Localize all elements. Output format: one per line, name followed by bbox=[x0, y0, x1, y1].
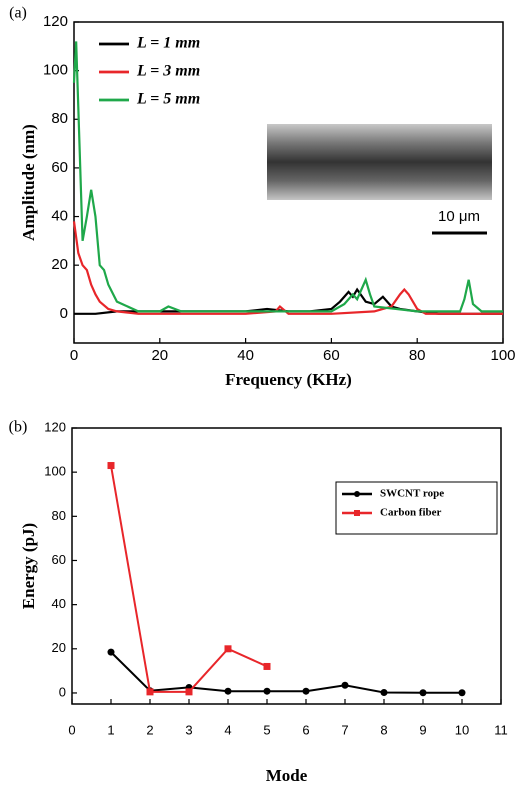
legend-label: L = 1 mm bbox=[136, 35, 200, 52]
x-tick-label: 3 bbox=[185, 722, 192, 737]
y-tick-label: 60 bbox=[52, 552, 66, 567]
data-point bbox=[224, 687, 232, 695]
legend-marker bbox=[354, 491, 360, 497]
legend-label: L = 5 mm bbox=[136, 91, 200, 108]
y-tick-label: 20 bbox=[52, 640, 66, 655]
x-tick-label: 1 bbox=[107, 722, 114, 737]
legend-marker bbox=[354, 510, 360, 516]
x-tick-label: 11 bbox=[494, 722, 508, 737]
x-tick-label: 9 bbox=[419, 722, 426, 737]
y-tick-label: 20 bbox=[51, 256, 68, 273]
x-tick-label: 5 bbox=[263, 722, 270, 737]
x-tick-label: 7 bbox=[341, 722, 348, 737]
data-point bbox=[107, 648, 115, 656]
x-tick-label: 80 bbox=[409, 347, 426, 364]
x-axis-label: Frequency (KHz) bbox=[225, 370, 352, 389]
data-point bbox=[263, 662, 271, 670]
plot-frame bbox=[73, 21, 504, 344]
y-tick-label: 100 bbox=[44, 464, 66, 479]
y-tick-label: 120 bbox=[43, 13, 68, 30]
x-tick-label: 6 bbox=[302, 722, 309, 737]
x-tick-label: 0 bbox=[68, 722, 75, 737]
data-point bbox=[458, 689, 466, 697]
data-point bbox=[263, 687, 271, 695]
inset-image bbox=[267, 124, 492, 200]
plot-frame bbox=[71, 427, 502, 705]
x-tick-label: 100 bbox=[490, 347, 515, 364]
x-tick-label: 20 bbox=[151, 347, 168, 364]
data-point bbox=[185, 688, 193, 696]
data-point bbox=[224, 645, 232, 653]
x-tick-label: 0 bbox=[70, 347, 78, 364]
data-point bbox=[302, 687, 310, 695]
data-point bbox=[146, 688, 154, 696]
series-line bbox=[110, 651, 462, 694]
y-tick-label: 80 bbox=[51, 110, 68, 127]
y-tick-label: 120 bbox=[44, 419, 66, 434]
legend-label: SWCNT rope bbox=[380, 488, 444, 500]
x-tick-label: 2 bbox=[146, 722, 153, 737]
series-line bbox=[72, 41, 503, 313]
x-tick-label: 4 bbox=[224, 722, 231, 737]
data-point bbox=[419, 689, 427, 697]
legend-label: L = 3 mm bbox=[136, 63, 200, 80]
series-line bbox=[110, 465, 268, 693]
series-line bbox=[74, 287, 503, 315]
legend-label: Carbon fiber bbox=[380, 507, 442, 519]
series-line bbox=[72, 221, 503, 315]
y-tick-label: 40 bbox=[51, 208, 68, 225]
x-tick-label: 60 bbox=[323, 347, 340, 364]
y-axis-label: Energy (pJ) bbox=[19, 523, 38, 609]
x-tick-label: 40 bbox=[237, 347, 254, 364]
x-tick-label: 10 bbox=[455, 722, 469, 737]
panel-label: (a) bbox=[9, 5, 27, 22]
y-tick-label: 0 bbox=[60, 305, 68, 322]
y-tick-label: 100 bbox=[43, 62, 68, 79]
x-axis-label: Mode bbox=[266, 766, 308, 785]
data-point bbox=[380, 689, 388, 697]
data-point bbox=[341, 681, 349, 689]
panel-label: (b) bbox=[9, 419, 28, 436]
scale-label: 10 μm bbox=[438, 208, 480, 225]
data-point bbox=[107, 462, 115, 470]
y-axis-label: Amplitude (nm) bbox=[19, 124, 38, 241]
legend-box bbox=[335, 481, 498, 535]
x-tick-label: 8 bbox=[380, 722, 387, 737]
y-tick-label: 80 bbox=[52, 508, 66, 523]
y-tick-label: 40 bbox=[52, 596, 66, 611]
y-tick-label: 60 bbox=[51, 159, 68, 176]
y-tick-label: 0 bbox=[59, 684, 66, 699]
